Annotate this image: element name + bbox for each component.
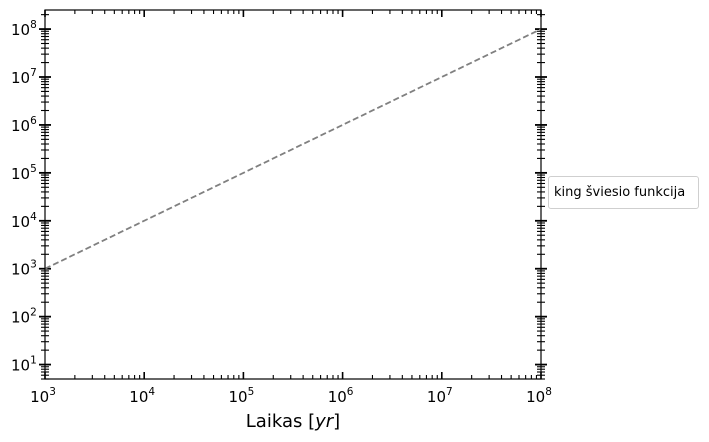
y-tick-label: 101 [11,355,37,375]
y-tick-label: 103 [11,259,37,279]
x-tick-label: 104 [129,386,155,406]
series-line [44,28,542,270]
x-tick-label: 106 [328,386,354,406]
legend: king šviesio funkcija [548,176,699,209]
y-tick-label: 108 [11,19,37,39]
y-tick-label: 102 [11,307,37,327]
y-tick-label: 105 [11,163,37,183]
y-tick-label: 107 [11,67,37,87]
x-tick-label: 108 [526,386,552,406]
x-tick-label: 107 [427,386,453,406]
y-tick-label: 106 [11,115,37,135]
x-axis-label: Laikas [yr] [246,411,340,432]
y-tick-label: 104 [11,211,37,231]
x-tick-label: 103 [30,386,56,406]
x-tick-label: 105 [229,386,255,406]
plot-frame [44,9,542,380]
legend-entry-label: king šviesio funkcija [554,185,686,200]
